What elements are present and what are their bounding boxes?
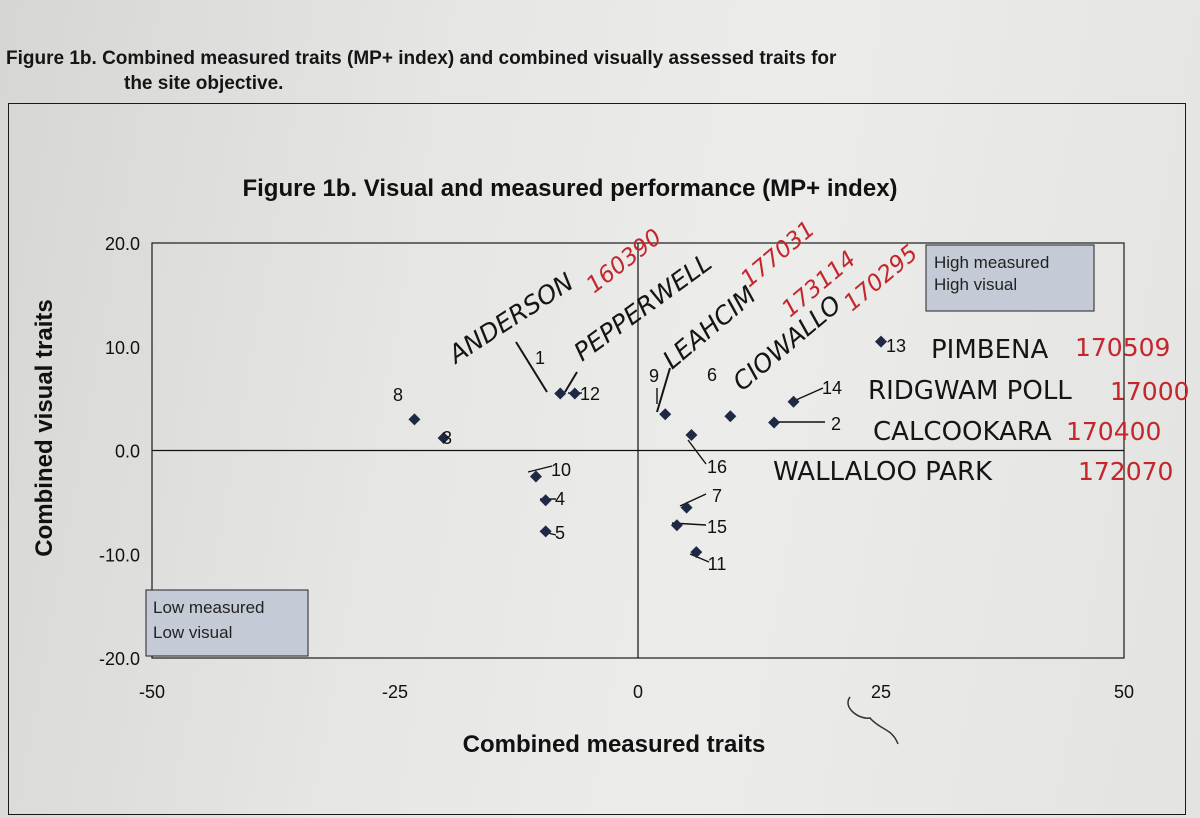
handwritten-name-pimbena: PIMBENA [931,335,1048,365]
chart-title: Figure 1b. Visual and measured performan… [242,175,897,202]
pen-line-pepperwell [564,371,578,393]
point-label-15: 15 [707,517,727,537]
y-tick-label: -20.0 [99,649,140,669]
pen-scribble [847,696,899,745]
x-tick-label: -25 [382,682,408,702]
axis-ticks: 20.010.00.0-10.0-20.0-50 -25 0 25 50 [99,234,1134,702]
handwritten-name-wallaloo-park: WALLALOO PARK [773,457,993,487]
point-label-8: 8 [393,385,403,405]
handwritten-name-calcookara: CALCOOKARA [873,417,1052,447]
data-point-7 [680,501,693,514]
leader-line-11 [689,553,710,563]
data-point-10 [529,470,542,483]
x-tick-label: 0 [633,682,643,702]
data-point-5 [539,525,552,538]
point-label-14: 14 [822,378,842,398]
point-label-16: 16 [707,457,727,477]
point-label-12: 12 [580,384,600,404]
data-point-4 [539,494,552,507]
handwritten-number-pimbena: 170509 [1075,333,1170,362]
pen-line-anderson [515,341,548,393]
point-label-4: 4 [555,489,565,509]
point-label-10: 10 [551,460,571,480]
leader-line-14 [795,387,824,401]
handwritten-annotations: ANDERSON PEPPERWELL LEAHCIM CIOWALLO PIM… [442,248,1072,745]
document-heading-line2: the site objective. [124,73,284,94]
quadrant-low-line1: Low measured [153,598,265,617]
document-heading-line1: Figure 1b. Combined measured traits (MP+… [6,48,837,69]
x-tick-label: 50 [1114,682,1134,702]
data-point-14 [787,395,800,408]
quadrant-high-line1: High measured [934,253,1049,272]
point-label-3: 3 [442,428,452,448]
quadrant-high-line2: High visual [934,275,1017,294]
data-point-16 [685,428,698,441]
data-point-12 [568,387,581,400]
point-label-11: 11 [708,554,727,574]
point-label-7: 7 [712,486,722,506]
data-point-15 [670,519,683,532]
point-label-2: 2 [831,414,841,434]
quadrant-low-line2: Low visual [153,623,232,642]
y-axis-label: Combined visual traits [31,299,58,556]
chart-frame [8,103,1186,815]
leader-line-10 [527,465,553,473]
handwritten-number-calcookara: 170400 [1066,417,1161,446]
handwritten-number-ciowallo: 170295 [839,240,923,316]
point-label-1: 1 [535,348,545,368]
data-point-9 [659,408,672,421]
leader-line-7 [679,493,707,507]
handwritten-number-wallaloo-park: 172070 [1078,457,1173,486]
y-tick-label: 10.0 [105,338,140,358]
data-point-8 [408,413,421,426]
data-point-1 [554,387,567,400]
data-point-6 [724,410,737,423]
x-axis-label: Combined measured traits [463,731,766,758]
y-tick-label: 0.0 [115,442,140,462]
point-label-5: 5 [555,523,565,543]
point-label-9: 9 [649,366,659,386]
handwritten-name-anderson: ANDERSON [442,267,579,370]
document-heading: Figure 1b. Combined measured traits (MP+… [6,46,1166,96]
quadrant-box-high: High measured High visual [925,244,1095,312]
point-label-6: 6 [707,365,717,385]
data-point-3 [437,432,450,445]
y-tick-label: 20.0 [105,234,140,254]
y-tick-label: -10.0 [99,545,140,565]
leader-line-16 [687,439,707,465]
data-point-11 [690,546,703,559]
data-point-13 [875,335,887,348]
handwritten-number-ridgwam-poll: 17000 [1110,377,1190,406]
x-tick-label: 25 [871,682,891,702]
quadrant-box-low: Low measured Low visual [145,589,309,657]
handwritten-name-ridgwam-poll: RIDGWAM POLL [868,376,1072,406]
pen-line-leahcim [656,367,671,413]
data-point-2 [768,416,781,429]
x-tick-label: -50 [139,682,165,702]
point-label-13: 13 [886,336,906,356]
data-points [408,335,887,559]
